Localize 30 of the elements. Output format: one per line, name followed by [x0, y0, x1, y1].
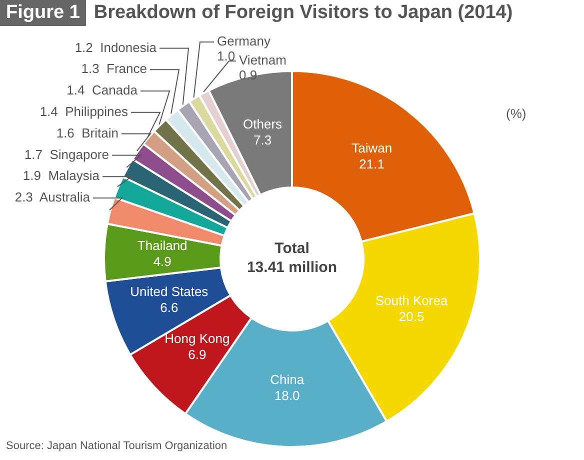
data-label: 1.0: [217, 48, 236, 64]
data-label: 18.0: [274, 388, 300, 404]
slice-label: 1.7 Singapore: [24, 146, 109, 162]
slice-label: 1.4 Canada: [66, 82, 138, 98]
data-label: 6.6: [160, 300, 178, 316]
slice-label: Taiwan: [352, 140, 392, 156]
slice-label: United States: [130, 284, 209, 300]
caption: Figure 1: [0, 0, 86, 26]
chart-title: Breakdown of Foreign Visitors to Japan (2014): [94, 2, 513, 24]
slice-label: Others: [243, 116, 283, 132]
data-label: 20.5: [398, 308, 424, 324]
data-label: 21.1: [359, 156, 384, 172]
slice-label: 2.3 Australia: [14, 190, 91, 205]
slice-label: 1.9 Malaysia: [22, 168, 100, 184]
slice-label: 1.4 Philippines: [40, 104, 128, 119]
slice-label: 1.2 Indonesia: [74, 40, 158, 55]
slice-label: Germany: [217, 34, 271, 49]
text: (%): [506, 106, 526, 121]
slice-label: 1.3 France: [81, 61, 147, 76]
slice-label: China: [270, 372, 305, 388]
data-label: 6.9: [188, 347, 206, 362]
data-label: 7.3: [253, 132, 272, 148]
slice-label: Vietnam: [239, 52, 286, 68]
data-label: 4.9: [153, 254, 172, 270]
slice-label: South Korea: [375, 292, 448, 308]
slice-label: 1.6 Britain: [56, 125, 118, 140]
source-note: Source: Japan National Tourism Organization: [6, 440, 228, 452]
text: Total 13.41 million: [246, 239, 338, 277]
slice-label: Hong Kong: [164, 331, 230, 346]
slice-label: Thailand: [137, 238, 188, 254]
